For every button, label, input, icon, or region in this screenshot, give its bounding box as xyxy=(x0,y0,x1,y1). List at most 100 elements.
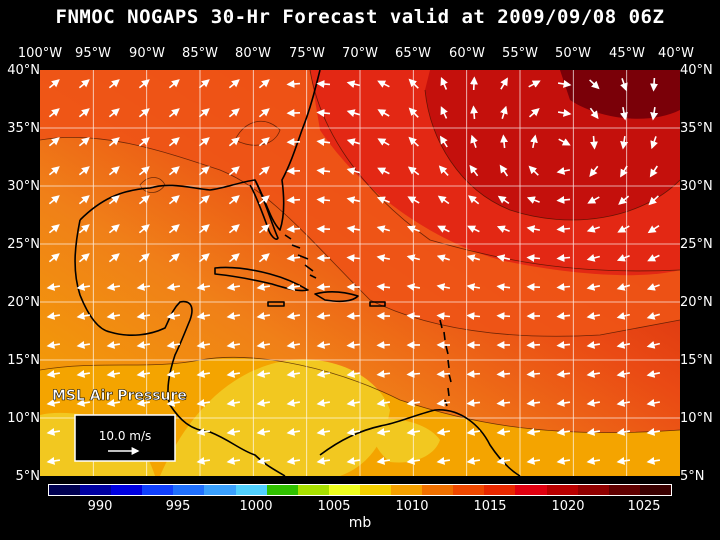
wind-arrow xyxy=(466,283,481,292)
wind-arrow xyxy=(316,196,331,205)
wind-arrow xyxy=(166,282,181,291)
lon-label: 70°W xyxy=(342,46,378,61)
south-america-coast xyxy=(319,409,521,476)
wind-arrow xyxy=(586,254,601,262)
wind-arrow xyxy=(228,224,240,234)
wind-arrow xyxy=(617,225,630,233)
wind-arrow xyxy=(436,398,451,407)
lat-label: 15°N xyxy=(7,353,40,368)
wind-arrow xyxy=(616,341,631,349)
wind-arrow xyxy=(469,76,478,91)
wind-arrow xyxy=(556,340,571,349)
wind-arrow xyxy=(377,80,390,88)
wind-arrow xyxy=(466,398,481,407)
wind-arrow xyxy=(198,79,210,89)
wind-arrow xyxy=(618,195,630,205)
wind-arrow xyxy=(586,340,601,349)
wind-arrow xyxy=(316,167,331,176)
wind-arrow xyxy=(166,369,181,378)
colorbar-tick: 1015 xyxy=(473,499,507,514)
coastlines xyxy=(74,70,521,476)
wind-arrow xyxy=(586,311,601,320)
wind-arrow xyxy=(286,253,301,262)
wind-arrow xyxy=(646,283,660,291)
wind-arrow xyxy=(256,311,271,320)
wind-arrow xyxy=(48,166,60,176)
wind-arrow xyxy=(256,398,271,407)
wind-arrow xyxy=(556,224,571,233)
wind-arrow xyxy=(556,195,571,204)
wind-arrow xyxy=(589,165,599,177)
wind-arrow xyxy=(346,340,361,349)
wind-arrow xyxy=(316,138,331,147)
wind-arrow xyxy=(556,398,571,407)
lat-label: 10°N xyxy=(680,411,713,426)
florida xyxy=(249,179,279,240)
wind-arrow xyxy=(256,427,271,436)
wind-arrow xyxy=(466,369,481,378)
wind-arrow xyxy=(286,282,301,291)
wind-arrow xyxy=(469,164,479,177)
lon-label: 40°W xyxy=(658,46,694,61)
lon-label: 75°W xyxy=(289,46,325,61)
wind-arrow xyxy=(46,398,61,407)
wind-arrow xyxy=(106,311,121,320)
wind-arrow xyxy=(526,340,541,349)
wind-arrow xyxy=(496,312,511,321)
wind-arrow xyxy=(647,254,660,262)
wind-arrow xyxy=(258,137,270,147)
wind-arrow xyxy=(346,398,361,407)
wind-arrow xyxy=(346,456,361,465)
wind-arrow xyxy=(500,134,509,149)
wind-arrow xyxy=(376,398,391,407)
wind-arrow xyxy=(616,283,631,291)
lon-label: 50°W xyxy=(555,46,591,61)
colorbar-swatch xyxy=(359,485,392,495)
wind-arrow xyxy=(316,369,331,378)
wind-arrow xyxy=(256,456,271,465)
lat-label: 20°N xyxy=(680,295,713,310)
wind-arrow xyxy=(646,341,660,349)
lat-label: 35°N xyxy=(680,121,713,136)
wind-arrow xyxy=(316,282,331,291)
wind-arrow xyxy=(316,456,331,465)
wind-arrow xyxy=(106,369,121,378)
wind-arrow xyxy=(557,108,572,117)
colorbar-tick: 1000 xyxy=(239,499,273,514)
colorbar-swatch xyxy=(484,485,516,495)
wind-arrow xyxy=(620,165,628,178)
cuba xyxy=(214,266,309,292)
wind-arrow xyxy=(620,78,628,92)
vector-legend-label: 10.0 m/s xyxy=(99,429,152,443)
wind-arrow xyxy=(556,427,571,436)
wind-arrow xyxy=(496,254,511,262)
wind-arrow xyxy=(228,79,240,89)
wind-arrow xyxy=(78,224,90,234)
wind-arrow xyxy=(466,312,481,321)
wind-arrow xyxy=(406,427,421,436)
wind-arrow xyxy=(136,311,151,320)
wind-arrow xyxy=(196,340,211,349)
wind-arrow xyxy=(78,195,90,205)
wind-arrow xyxy=(556,166,571,175)
wind-arrow xyxy=(256,340,271,349)
wind-arrow xyxy=(196,427,211,436)
colorbar-tick: 1020 xyxy=(551,499,585,514)
lon-label: 100°W xyxy=(17,46,63,61)
wind-arrow xyxy=(138,108,150,118)
wind-arrow xyxy=(556,282,571,291)
wind-arrow xyxy=(526,196,540,204)
wind-arrow xyxy=(46,311,61,320)
wind-arrow xyxy=(256,369,271,378)
wind-arrow xyxy=(136,282,151,291)
wind-arrow xyxy=(346,369,361,378)
wind-arrow xyxy=(346,80,360,88)
colorbar-units: mb xyxy=(348,515,372,531)
wind-arrow xyxy=(526,398,541,407)
colorbar-swatch xyxy=(328,485,360,495)
wind-arrow xyxy=(108,166,120,176)
wind-arrow xyxy=(496,456,511,465)
wind-arrow xyxy=(526,225,541,234)
colorbar-swatch xyxy=(266,485,298,495)
lon-label: 80°W xyxy=(235,46,271,61)
